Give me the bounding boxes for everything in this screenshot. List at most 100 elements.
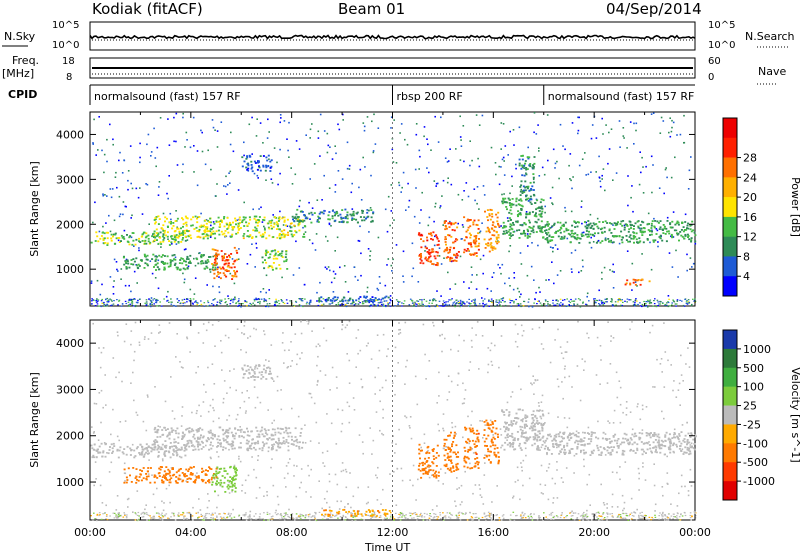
power-noise-pixel <box>547 114 549 116</box>
velocity-ground-pixel <box>137 519 139 520</box>
power-ground-pixel <box>540 303 542 304</box>
velocity-ground-pixel <box>267 514 269 515</box>
power-noise-pixel <box>238 258 240 260</box>
power-noise-pixel <box>521 189 523 191</box>
power-noise-pixel <box>243 202 245 204</box>
power-echo-pixel <box>690 241 692 243</box>
power-echo-pixel <box>660 235 662 237</box>
power-echo-pixel <box>230 236 232 238</box>
power-echo-pixel <box>260 170 262 172</box>
velocity-noise-pixel <box>423 324 425 326</box>
velocity-noise-pixel <box>96 403 98 405</box>
velocity-ground-pixel <box>216 517 218 518</box>
power-noise-pixel <box>295 174 297 176</box>
velocity-noise-pixel <box>244 325 246 327</box>
power-noise-pixel <box>233 151 235 153</box>
power-noise-pixel <box>205 164 207 166</box>
power-noise-pixel <box>677 276 679 278</box>
velocity-noise-pixel <box>379 350 381 352</box>
power-ground-pixel <box>649 303 651 304</box>
power-echo-pixel <box>212 248 214 250</box>
velocity-noise-pixel <box>464 398 466 400</box>
power-noise-pixel <box>170 213 172 215</box>
velocity-ground-pixel <box>192 515 194 516</box>
velocity-noise-pixel <box>417 404 419 406</box>
power-noise-pixel <box>685 214 687 216</box>
power-ground-pixel <box>390 306 392 307</box>
power-echo-pixel <box>249 156 251 158</box>
power-noise-pixel <box>461 145 463 147</box>
velocity-noise-pixel <box>316 384 318 386</box>
power-echo-pixel <box>337 297 339 299</box>
velocity-noise-pixel <box>159 331 161 333</box>
velocity-noise-pixel <box>441 351 443 353</box>
power-echo-pixel <box>357 212 359 214</box>
power-noise-pixel <box>539 175 541 177</box>
velocity-noise-pixel <box>690 444 692 446</box>
velocity-ground-pixel <box>440 518 442 519</box>
power-echo-pixel <box>633 238 635 240</box>
power-noise-pixel <box>319 155 321 157</box>
velocity-noise-pixel <box>687 347 689 349</box>
velocity-noise-pixel <box>637 406 639 408</box>
power-noise-pixel <box>455 148 457 150</box>
power-ground-pixel <box>491 299 493 300</box>
velocity-ground-pixel <box>212 513 214 514</box>
velocity-ground-pixel <box>205 513 207 514</box>
power-noise-pixel <box>434 206 436 208</box>
velocity-noise-pixel <box>612 494 614 496</box>
velocity-noise-pixel <box>341 471 343 473</box>
power-noise-pixel <box>519 296 521 298</box>
velocity-noise-pixel <box>465 389 467 391</box>
power-ground-pixel <box>323 304 325 305</box>
power-ground-pixel <box>96 298 98 299</box>
velocity-noise-pixel <box>662 486 664 488</box>
power-echo-pixel <box>516 198 518 200</box>
power-echo-pixel <box>349 298 351 300</box>
velocity-ground-pixel <box>420 514 422 515</box>
power-echo-pixel <box>167 226 169 228</box>
power-echo-pixel <box>334 296 336 298</box>
power-noise-pixel <box>680 134 682 136</box>
velocity-noise-pixel <box>617 506 619 508</box>
power-echo-pixel <box>251 164 253 166</box>
power-ground-pixel <box>577 304 579 305</box>
power-ground-pixel <box>459 303 461 304</box>
power-ground-pixel <box>451 298 453 299</box>
power-echo-pixel <box>449 226 451 228</box>
power-noise-pixel <box>510 245 512 247</box>
power-echo-pixel <box>602 221 604 223</box>
velocity-noise-pixel <box>600 359 602 361</box>
power-echo-pixel <box>328 297 330 299</box>
power-echo-pixel <box>662 232 664 234</box>
power-echo-pixel <box>328 211 330 213</box>
velocity-noise-pixel <box>574 455 576 457</box>
velocity-noise-pixel <box>147 396 149 398</box>
power-echo-pixel <box>293 220 295 222</box>
power-echo-pixel <box>153 266 155 268</box>
power-noise-pixel <box>421 192 423 194</box>
power-echo-pixel <box>189 255 191 257</box>
power-noise-pixel <box>193 171 195 173</box>
velocity-noise-pixel <box>661 371 663 373</box>
power-noise-pixel <box>335 191 337 193</box>
power-echo-pixel <box>212 227 214 229</box>
power-echo-pixel <box>517 220 519 222</box>
velocity-noise-pixel <box>151 474 153 476</box>
velocity-ground-pixel <box>96 518 98 519</box>
velocity-ground-pixel <box>677 519 679 520</box>
power-ground-pixel <box>474 299 476 300</box>
power-echo-pixel <box>671 235 673 237</box>
power-ground-pixel <box>495 301 497 302</box>
power-ground-pixel <box>504 301 506 302</box>
power-noise-pixel <box>368 231 370 233</box>
power-noise-pixel <box>532 306 534 308</box>
power-noise-pixel <box>474 188 476 190</box>
velocity-noise-pixel <box>603 502 605 504</box>
power-ground-pixel <box>666 302 668 303</box>
power-echo-pixel <box>241 221 243 223</box>
power-echo-pixel <box>560 238 562 240</box>
velocity-noise-pixel <box>358 329 360 331</box>
power-ground-pixel <box>217 302 219 303</box>
power-ground-pixel <box>296 302 298 303</box>
